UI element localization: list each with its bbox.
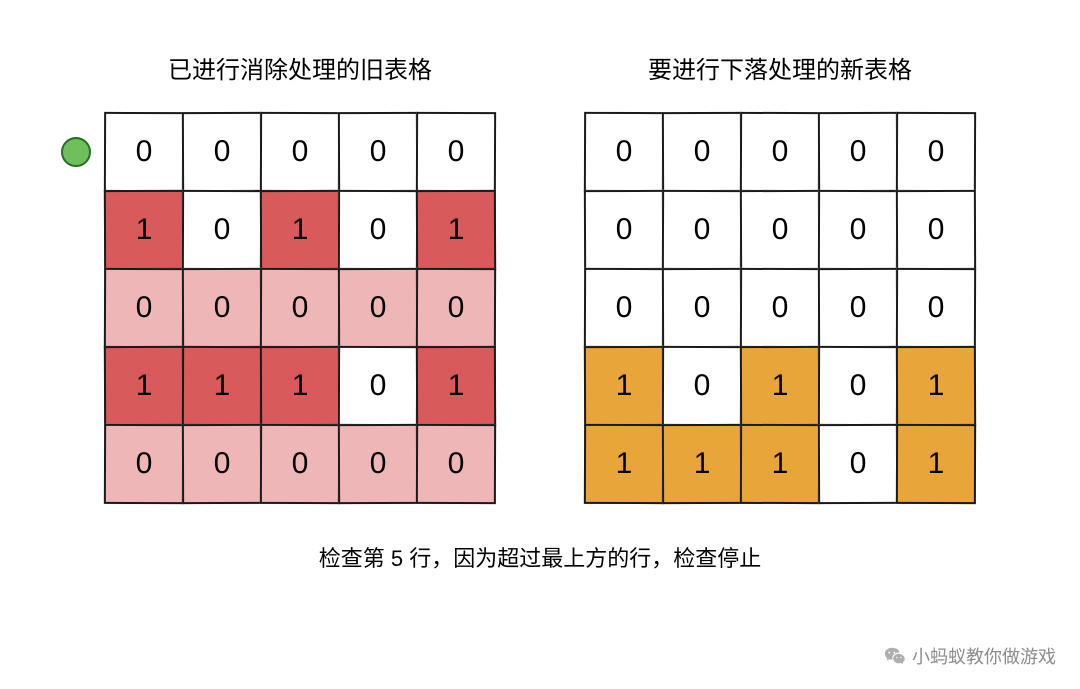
grid-cell: 0 — [416, 424, 496, 504]
grid-cell: 0 — [740, 268, 820, 348]
grid-cell: 1 — [662, 424, 742, 504]
grid-cell: 0 — [416, 268, 496, 348]
grid-cell: 1 — [896, 424, 976, 504]
grid-cell: 1 — [104, 190, 184, 270]
grid-cell: 1 — [896, 346, 976, 426]
grid-cell: 1 — [584, 424, 664, 504]
grid-cell: 0 — [104, 268, 184, 348]
grid-cell: 1 — [740, 346, 820, 426]
grid-cell: 0 — [338, 268, 418, 348]
grid-cell: 0 — [182, 268, 262, 348]
grid-cell: 0 — [818, 112, 898, 192]
grid-cell: 0 — [662, 268, 742, 348]
grid-cell: 0 — [104, 424, 184, 504]
watermark: 小蚂蚁教你做游戏 — [884, 643, 1056, 669]
right-grid: 0000000000000001010111101 — [585, 113, 975, 503]
grid-cell: 0 — [416, 112, 496, 192]
grid-cell: 0 — [896, 112, 976, 192]
grid-cell: 0 — [818, 346, 898, 426]
right-grid-wrap: 0000000000000001010111101 — [585, 113, 975, 503]
row-marker-dot — [61, 137, 91, 167]
grid-cell: 0 — [584, 190, 664, 270]
grid-cell: 1 — [260, 190, 340, 270]
grid-cell: 1 — [584, 346, 664, 426]
grid-cell: 1 — [182, 346, 262, 426]
grid-cell: 0 — [662, 112, 742, 192]
grid-cell: 0 — [740, 190, 820, 270]
grid-cell: 0 — [896, 268, 976, 348]
left-grid-title: 已进行消除处理的旧表格 — [168, 50, 432, 85]
grid-cell: 0 — [338, 346, 418, 426]
watermark-text: 小蚂蚁教你做游戏 — [912, 643, 1056, 669]
grid-cell: 0 — [182, 190, 262, 270]
grid-cell: 0 — [662, 346, 742, 426]
right-grid-title: 要进行下落处理的新表格 — [648, 50, 912, 85]
grid-cell: 0 — [818, 268, 898, 348]
grid-cell: 1 — [104, 346, 184, 426]
grid-cell: 0 — [338, 112, 418, 192]
grid-cell: 0 — [260, 424, 340, 504]
wechat-icon — [884, 645, 906, 667]
grid-cell: 0 — [818, 424, 898, 504]
left-grid-block: 已进行消除处理的旧表格 0000010101000001110100000 — [105, 50, 495, 503]
grid-cell: 1 — [260, 346, 340, 426]
grid-cell: 1 — [416, 190, 496, 270]
grid-cell: 0 — [182, 112, 262, 192]
caption-text: 检查第 5 行，因为超过最上方的行，检查停止 — [0, 541, 1080, 573]
right-grid-block: 要进行下落处理的新表格 0000000000000001010111101 — [585, 50, 975, 503]
grid-cell: 0 — [740, 112, 820, 192]
grid-cell: 0 — [104, 112, 184, 192]
grid-cell: 0 — [584, 112, 664, 192]
grid-cell: 0 — [896, 190, 976, 270]
grid-cell: 0 — [818, 190, 898, 270]
left-grid: 0000010101000001110100000 — [105, 113, 495, 503]
grid-cell: 0 — [182, 424, 262, 504]
left-grid-wrap: 0000010101000001110100000 — [105, 113, 495, 503]
grid-cell: 0 — [338, 190, 418, 270]
grid-cell: 0 — [584, 268, 664, 348]
grid-cell: 1 — [416, 346, 496, 426]
grid-cell: 0 — [338, 424, 418, 504]
grid-cell: 0 — [260, 112, 340, 192]
grids-container: 已进行消除处理的旧表格 0000010101000001110100000 要进… — [0, 0, 1080, 503]
grid-cell: 0 — [662, 190, 742, 270]
grid-cell: 0 — [260, 268, 340, 348]
grid-cell: 1 — [740, 424, 820, 504]
